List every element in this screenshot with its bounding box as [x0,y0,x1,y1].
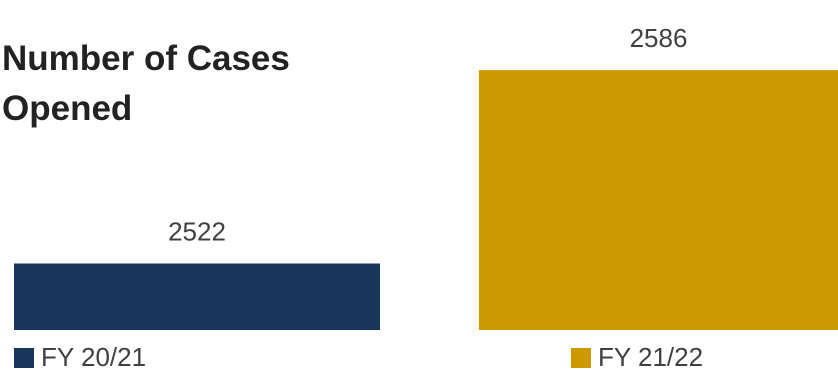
data-label-fy-20-21: 2522 [168,217,226,247]
legend-label-fy-20-21: FY 20/21 [41,342,147,372]
bar-fy-21-22 [479,70,838,330]
legend-swatch-fy-21-22 [571,347,591,368]
chart-title: Number of Cases Opened [2,39,290,128]
legend-item-fy-20-21: FY 20/21 [14,342,146,373]
bar-fy-20-21 [14,263,380,330]
legend-item-fy-21-22: FY 21/22 [571,342,703,373]
legend-label-fy-21-22: FY 21/22 [598,342,704,372]
legend-swatch-fy-20-21 [14,347,34,368]
data-label-fy-21-22: 2586 [630,23,688,53]
